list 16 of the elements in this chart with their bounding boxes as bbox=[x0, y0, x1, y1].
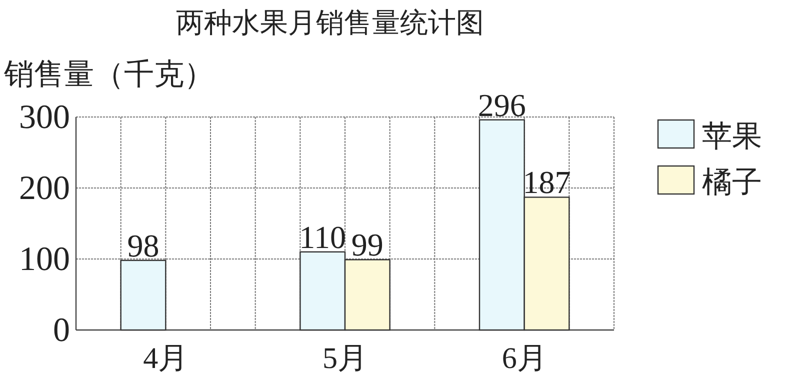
ytick: 100 bbox=[19, 241, 70, 278]
label: 98 bbox=[127, 227, 160, 264]
label: 110 bbox=[299, 218, 346, 255]
legend-item: 苹果 bbox=[702, 120, 762, 153]
label: 296 bbox=[478, 86, 526, 123]
xtick: 4月 bbox=[143, 342, 188, 375]
xtick: 5月 bbox=[322, 342, 368, 375]
bar bbox=[120, 260, 166, 331]
ytick: 200 bbox=[19, 170, 70, 207]
title: 两种水果月销售量统计图 bbox=[176, 8, 484, 39]
xtick: 6月 bbox=[502, 342, 547, 375]
ytick: 0 bbox=[53, 312, 70, 349]
ylabel: 销售量（千克） bbox=[4, 58, 214, 91]
label: 99 bbox=[351, 226, 384, 263]
legend-item: 橘子 bbox=[702, 166, 762, 199]
ytick: 300 bbox=[19, 99, 70, 136]
